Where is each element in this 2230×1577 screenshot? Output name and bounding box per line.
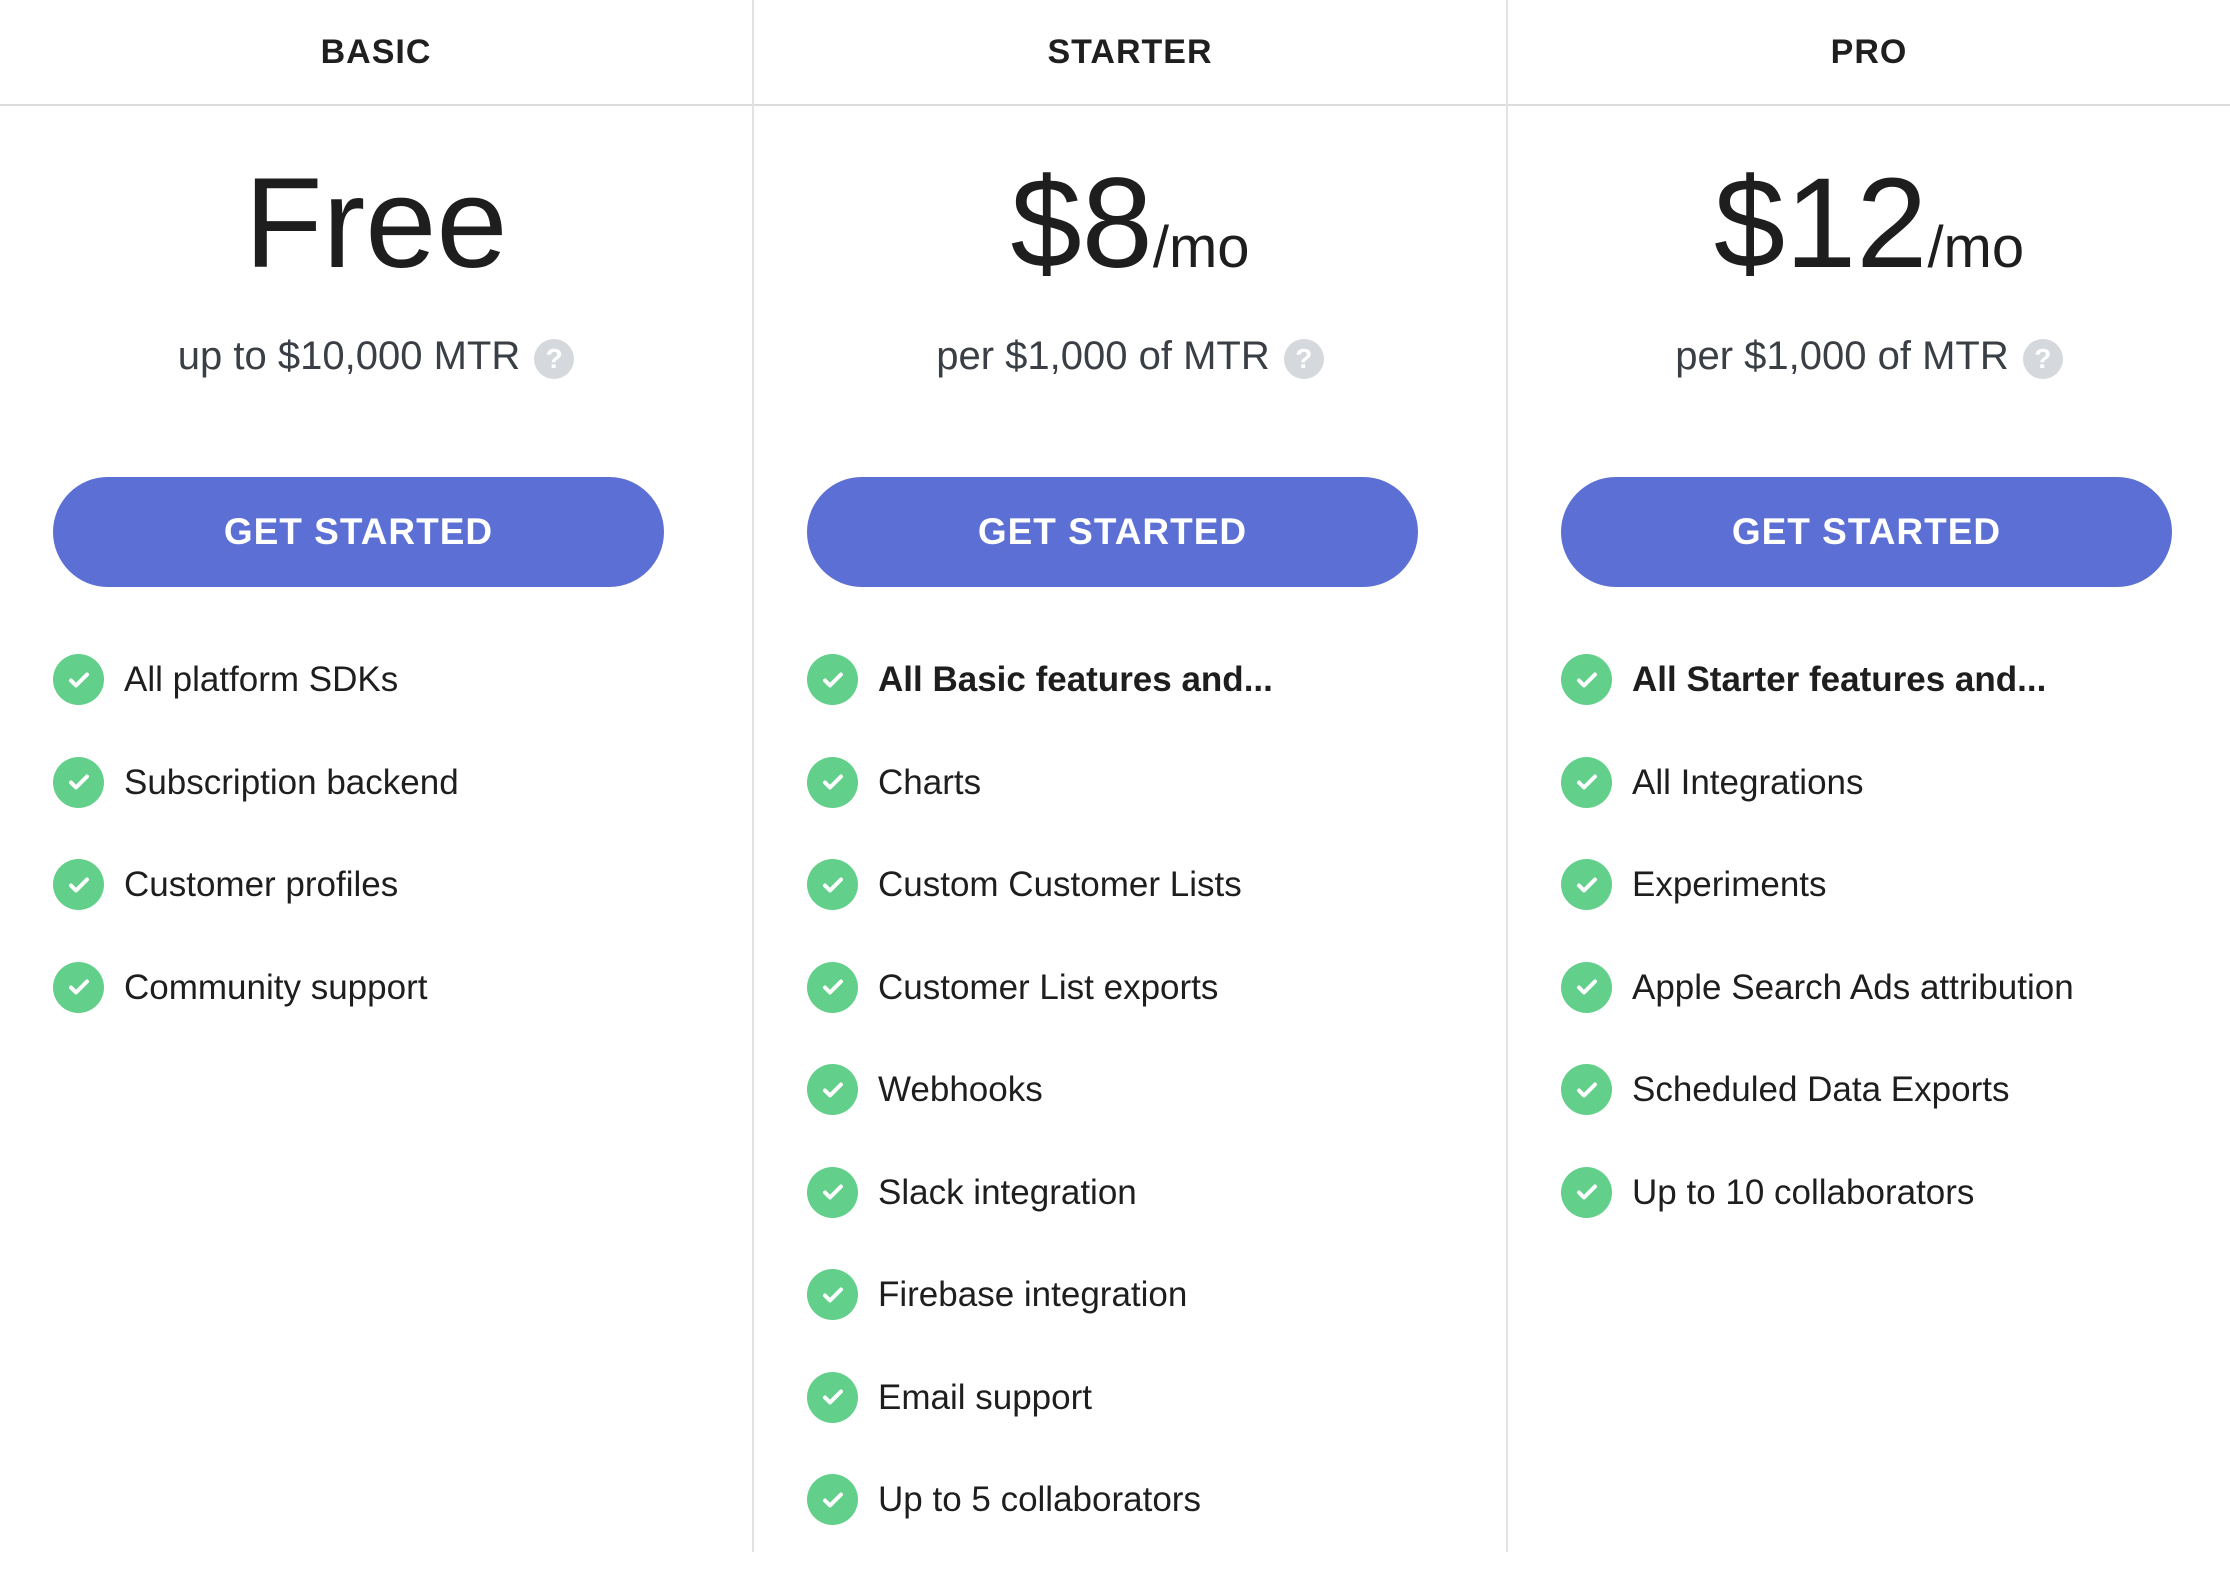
get-started-button[interactable]: GET STARTED	[53, 477, 664, 587]
price-amount: Free	[244, 152, 508, 295]
help-icon[interactable]: ?	[534, 338, 575, 379]
check-icon	[53, 859, 104, 910]
price-period: /mo	[1927, 215, 2025, 280]
feature-list: All Basic features and... Charts Custom Cu…	[807, 654, 1506, 1577]
feature-label: All Starter features and...	[1632, 660, 2047, 699]
feature-label: Custom Customer Lists	[878, 865, 1242, 904]
plan-name: STARTER	[754, 0, 1506, 106]
check-icon	[807, 1269, 858, 1320]
plan-price: $8/mo	[754, 160, 1506, 288]
plan-price: $12/mo	[1508, 160, 2230, 288]
feature-item: Charts	[807, 756, 1506, 860]
check-icon	[807, 1371, 858, 1423]
feature-item: Customer List exports	[807, 961, 1506, 1065]
price-amount: $8	[1010, 152, 1153, 295]
check-icon	[53, 654, 104, 705]
help-icon[interactable]: ?	[1283, 338, 1324, 379]
check-icon	[807, 654, 858, 705]
feature-item: Scheduled Data Exports	[1561, 1064, 2230, 1167]
feature-item: All Basic features and...	[807, 654, 1506, 757]
plan-column-pro: PRO $12/mo per $1,000 of MTR? GET STARTE…	[1508, 0, 2230, 1552]
feature-label: Email support	[878, 1377, 1092, 1417]
check-icon	[1561, 961, 1612, 1013]
check-icon	[807, 1474, 858, 1525]
feature-list: All Starter features and... All Integrati…	[1561, 654, 2230, 1269]
feature-item: Apple Search Ads attribution	[1561, 961, 2230, 1065]
feature-label: Community support	[124, 967, 428, 1007]
feature-item: All Starter features and...	[1561, 654, 2230, 757]
plan-price: Free	[0, 160, 752, 288]
check-icon	[53, 961, 104, 1013]
check-icon	[807, 1166, 858, 1218]
subtitle-text: per $1,000 of MTR	[1675, 334, 2009, 378]
get-started-button[interactable]: GET STARTED	[1561, 477, 2172, 587]
check-icon	[1561, 859, 1612, 910]
subtitle-text: per $1,000 of MTR	[936, 334, 1270, 378]
feature-label: All platform SDKs	[124, 660, 399, 699]
feature-item: Subscription backend	[53, 756, 752, 860]
feature-item: All platform SDKs	[53, 654, 752, 757]
feature-item: Firebase integration	[807, 1269, 1506, 1372]
feature-label: Apple Search Ads attribution	[1632, 967, 2074, 1007]
plan-column-basic: BASIC Free up to $10,000 MTR? GET STARTE…	[0, 0, 754, 1552]
feature-item: Customer profiles	[53, 859, 752, 962]
feature-item: Up to 5 collaborators	[807, 1474, 1506, 1577]
feature-label: Charts	[878, 762, 982, 802]
plan-subtitle: up to $10,000 MTR?	[0, 334, 752, 379]
plan-name: PRO	[1508, 0, 2230, 106]
feature-label: Webhooks	[878, 1070, 1043, 1109]
feature-label: Customer List exports	[878, 967, 1219, 1007]
feature-item: Custom Customer Lists	[807, 859, 1506, 962]
check-icon	[807, 859, 858, 910]
feature-item: Webhooks	[807, 1064, 1506, 1167]
price-amount: $12	[1713, 152, 1928, 295]
feature-item: Email support	[807, 1371, 1506, 1475]
feature-item: All Integrations	[1561, 756, 2230, 860]
feature-label: Subscription backend	[124, 762, 459, 802]
check-icon	[1561, 1166, 1612, 1218]
feature-label: Up to 5 collaborators	[878, 1480, 1201, 1519]
check-icon	[1561, 654, 1612, 705]
feature-item: Up to 10 collaborators	[1561, 1166, 2230, 1270]
feature-label: Scheduled Data Exports	[1632, 1070, 2010, 1109]
get-started-button[interactable]: GET STARTED	[807, 477, 1418, 587]
check-icon	[807, 961, 858, 1013]
feature-label: All Basic features and...	[878, 660, 1273, 699]
feature-label: Customer profiles	[124, 865, 399, 904]
feature-list: All platform SDKs Subscription backend Cus…	[53, 654, 752, 1064]
feature-item: Experiments	[1561, 859, 2230, 962]
feature-label: All Integrations	[1632, 762, 1864, 802]
check-icon	[807, 1064, 858, 1115]
subtitle-text: up to $10,000 MTR	[177, 334, 521, 378]
check-icon	[1561, 1064, 1612, 1115]
feature-item: Slack integration	[807, 1166, 1506, 1270]
check-icon	[53, 756, 104, 808]
feature-label: Up to 10 collaborators	[1632, 1172, 1975, 1212]
price-period: /mo	[1152, 215, 1250, 280]
plan-name: BASIC	[0, 0, 752, 106]
feature-label: Slack integration	[878, 1172, 1137, 1212]
feature-item: Community support	[53, 961, 752, 1065]
help-icon[interactable]: ?	[2022, 338, 2063, 379]
feature-label: Firebase integration	[878, 1275, 1188, 1314]
check-icon	[1561, 756, 1612, 808]
plan-column-starter: STARTER $8/mo per $1,000 of MTR? GET STA…	[754, 0, 1508, 1552]
feature-label: Experiments	[1632, 865, 1827, 904]
check-icon	[807, 756, 858, 808]
plan-subtitle: per $1,000 of MTR?	[1508, 334, 2230, 379]
plan-subtitle: per $1,000 of MTR?	[754, 334, 1506, 379]
